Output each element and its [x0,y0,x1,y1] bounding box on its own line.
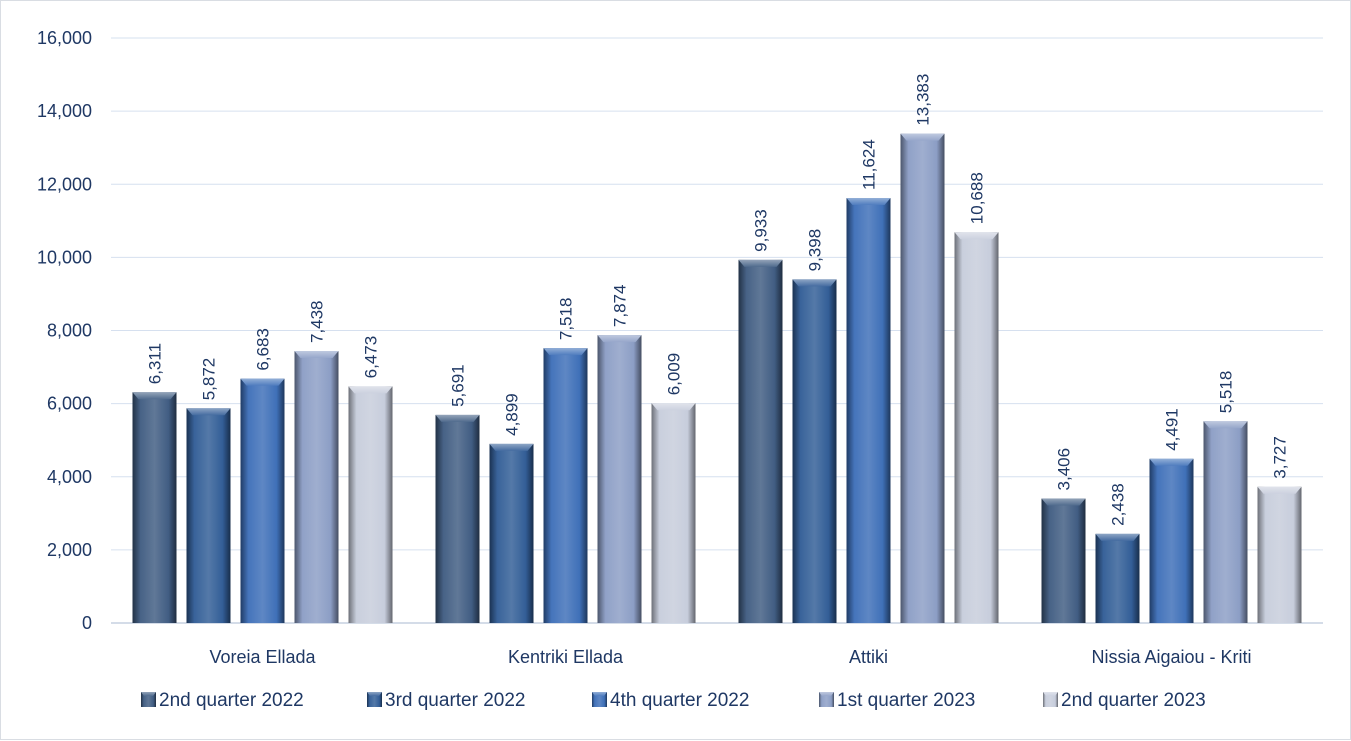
bar-top-bevel [1257,486,1302,494]
data-label: 13,383 [914,74,933,126]
y-tick-label: 0 [82,613,92,633]
bar-top-bevel [348,386,393,394]
bar-top-bevel [543,348,588,356]
legend-swatch-bevel [367,692,382,696]
bar [186,408,231,623]
data-label: 7,438 [308,301,327,344]
bar [1041,498,1086,623]
data-label: 4,899 [503,393,522,436]
bar [597,335,642,623]
data-label: 6,009 [665,353,684,396]
data-label: 7,518 [557,298,576,341]
y-tick-label: 2,000 [47,540,92,560]
bar-top-bevel [900,133,945,141]
bar [900,133,945,623]
bar [651,403,696,623]
bar-top-bevel [954,232,999,240]
bar [543,348,588,623]
bar-top-bevel [294,351,339,359]
bar [1149,458,1194,623]
data-label: 3,406 [1055,448,1074,491]
bar-top-bevel [651,403,696,411]
data-label: 5,691 [449,364,468,407]
legend-swatch-bevel [592,692,607,696]
bar-top-bevel [1041,498,1086,506]
x-category-label: Nissia Aigaiou - Kriti [1091,647,1251,667]
bar-top-bevel [846,197,891,205]
data-label: 6,311 [146,343,165,384]
data-label: 5,872 [200,358,219,401]
y-tick-label: 8,000 [47,321,92,341]
bar-top-bevel [1203,421,1248,429]
legend: 2nd quarter 2022 3rd quarter 2022 4th quar… [141,690,1206,711]
y-tick-label: 14,000 [37,101,92,121]
bar-top-bevel [240,378,285,386]
bar [1257,486,1302,623]
bar-top-bevel [1149,458,1194,466]
y-tick-label: 6,000 [47,394,92,414]
legend-label: 2nd quarter 2023 [1061,690,1206,711]
x-axis-categories: Voreia Ellada Kentriki Ellada Attiki Nissia… [209,647,1251,667]
data-label: 6,683 [254,328,273,371]
data-label: 5,518 [1217,371,1236,414]
bar [132,392,177,623]
gridlines [111,37,1323,624]
bar [954,232,999,623]
bar [240,378,285,623]
y-tick-label: 16,000 [37,28,92,48]
data-label: 11,624 [860,139,879,190]
data-label: 9,933 [752,209,771,252]
bar-top-bevel [489,443,534,451]
bar [294,351,339,623]
bars [132,133,1302,623]
y-tick-label: 4,000 [47,467,92,487]
legend-item: 3rd quarter 2022 [367,690,526,711]
bar-top-bevel [186,408,231,416]
y-axis-ticks: 0 2,000 4,000 6,000 8,000 10,000 12,000 14,000 1… [37,28,92,633]
legend-label: 4th quarter 2022 [610,690,749,711]
bar-top-bevel [1095,533,1140,541]
bar [489,443,534,623]
legend-swatch-bevel [1043,692,1058,696]
legend-label: 3rd quarter 2022 [385,690,526,711]
legend-item: 2nd quarter 2022 [141,690,304,711]
bar-top-bevel [738,259,783,267]
legend-item: 2nd quarter 2023 [1043,690,1206,711]
legend-label: 1st quarter 2023 [837,690,975,711]
data-labels: 6,311 5,872 6,683 7,438 6,473 5,691 4,899 7,518… [146,74,1290,526]
y-tick-label: 12,000 [37,174,92,194]
bar-top-bevel [792,279,837,287]
x-category-label: Kentriki Ellada [508,647,624,667]
x-category-label: Attiki [849,647,888,667]
data-label: 3,727 [1271,436,1290,479]
legend-swatch-bevel [819,692,834,696]
data-label: 6,473 [362,336,381,379]
bar-top-bevel [435,414,480,422]
bar-top-bevel [597,335,642,343]
bar [1203,421,1248,623]
data-label: 4,491 [1163,408,1182,451]
bar [435,414,480,623]
y-tick-label: 10,000 [37,247,92,267]
bar [738,259,783,623]
x-category-label: Voreia Ellada [209,647,316,667]
data-label: 9,398 [806,229,825,272]
legend-item: 1st quarter 2023 [819,690,975,711]
bar-top-bevel [132,392,177,400]
legend-label: 2nd quarter 2022 [159,690,304,711]
legend-swatch-bevel [141,692,156,696]
data-label: 2,438 [1109,483,1128,526]
bar [1095,533,1140,623]
data-label: 7,874 [611,285,630,328]
data-label: 10,688 [968,172,987,224]
legend-item: 4th quarter 2022 [592,690,749,711]
bar [846,197,891,623]
bar [348,386,393,623]
bar [792,279,837,623]
